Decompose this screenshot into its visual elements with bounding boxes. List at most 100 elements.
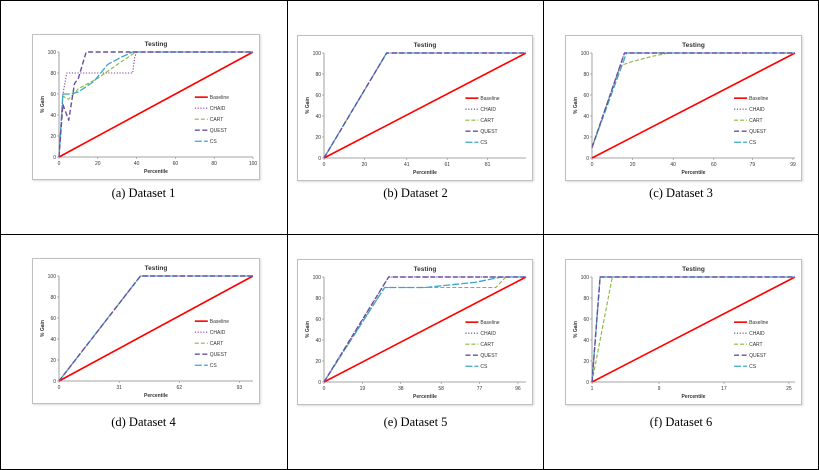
x-tick-label: 96 [515, 386, 521, 392]
legend-label-cs: CS [480, 364, 488, 370]
legend-label-cart: CART [749, 342, 763, 348]
grid-border-left [0, 0, 1, 470]
series-line-cs [58, 275, 253, 382]
x-tick-label: 20 [630, 162, 636, 168]
legend-label-quest: QUEST [480, 129, 497, 135]
caption-dataset-1: (a) Dataset 1 [111, 186, 176, 200]
grid-divider-vertical-2 [543, 0, 544, 470]
x-tick-label: 79 [750, 162, 756, 168]
y-axis-label: % Gain [40, 320, 46, 337]
y-tick-label: 60 [315, 317, 321, 323]
x-tick-label: 93 [237, 385, 243, 391]
legend-label-cart: CART [210, 341, 224, 347]
y-tick-label: 40 [315, 338, 321, 344]
series-line-quest [591, 52, 795, 148]
x-tick-label: 80 [211, 161, 217, 167]
y-tick-label: 100 [48, 274, 57, 280]
series-line-chaid [58, 51, 253, 158]
legend-label-cs: CS [210, 363, 218, 369]
x-tick-label: 0 [323, 162, 326, 168]
y-tick-label: 100 [313, 275, 322, 281]
y-tick-label: 100 [581, 275, 590, 281]
y-tick-label: 60 [583, 317, 589, 323]
chart-frame: Testing 0 20 40 60 80 100 0 31 62 93 Percentile % Ga… [32, 258, 260, 404]
y-tick-label: 60 [50, 316, 56, 322]
y-tick-label: 80 [50, 295, 56, 301]
x-tick-label: 60 [711, 162, 717, 168]
x-tick-label: 0 [58, 161, 61, 167]
x-tick-label: 60 [173, 161, 179, 167]
legend-label-cs: CS [749, 364, 757, 370]
legend-label-cs: CS [749, 140, 757, 146]
y-tick-label: 20 [50, 358, 56, 364]
caption-dataset-2: (b) Dataset 2 [383, 186, 448, 200]
y-tick-label: 100 [48, 50, 57, 56]
legend-label-cart: CART [480, 118, 494, 124]
chart-frame: Testing 0 20 40 60 80 100 0 20 40 60 79 99 Percentile… [565, 35, 802, 181]
y-tick-label: 80 [50, 71, 56, 77]
y-axis-label: % Gain [573, 97, 579, 114]
legend-label-quest: QUEST [749, 353, 766, 359]
x-tick-label: 1 [591, 386, 594, 392]
series-line-quest [323, 276, 526, 383]
y-tick-label: 80 [315, 296, 321, 302]
legend-label-baseline: Baseline [480, 96, 499, 102]
y-tick-label: 80 [315, 72, 321, 78]
y-tick-label: 0 [586, 380, 589, 386]
y-tick-label: 0 [318, 156, 321, 162]
legend-label-chaid: CHAID [749, 331, 765, 337]
legend-label-quest: QUEST [210, 352, 227, 358]
legend-label-cs: CS [480, 140, 488, 146]
legend-label-chaid: CHAID [210, 106, 226, 112]
y-axis-label: % Gain [40, 96, 46, 113]
x-tick-label: 38 [398, 386, 404, 392]
y-tick-label: 20 [583, 135, 589, 141]
x-tick-label: 58 [438, 386, 444, 392]
legend-label-baseline: Baseline [480, 320, 499, 326]
panel-dataset-6: Testing 0 20 40 60 80 100 1 9 17 25 Percentile % Gai… [544, 235, 818, 469]
series-line-baseline [591, 276, 796, 383]
legend-label-baseline: Baseline [749, 320, 768, 326]
legend-label-chaid: CHAID [480, 107, 496, 113]
x-tick-label: 100 [249, 161, 258, 167]
legend-label-cart: CART [210, 117, 224, 123]
panel-dataset-3: Testing 0 20 40 60 80 100 0 20 40 60 79 99 Percentile… [544, 0, 818, 234]
series-line-baseline [58, 51, 254, 158]
y-tick-label: 80 [583, 296, 589, 302]
y-tick-label: 80 [583, 72, 589, 78]
x-tick-label: 20 [362, 162, 368, 168]
x-tick-label: 77 [477, 386, 483, 392]
chart-title: Testing [682, 266, 705, 273]
x-tick-label: 61 [444, 162, 450, 168]
grid-divider-vertical-1 [287, 0, 288, 470]
x-axis-label: Percentile [682, 170, 706, 176]
y-tick-label: 40 [315, 114, 321, 120]
chart-dataset-1: Testing 0 20 40 60 80 100 0 20 40 60 80 100 Percentil… [40, 41, 258, 175]
panel-dataset-1: Testing 0 20 40 60 80 100 0 20 40 60 80 100 Percentil… [0, 0, 287, 234]
chart-dataset-2: Testing 0 20 40 60 80 100 0 20 41 61 81 Percentile % … [305, 42, 527, 176]
caption-dataset-6: (f) Dataset 6 [649, 415, 713, 429]
legend-label-baseline: Baseline [210, 95, 229, 101]
series-line-quest [591, 276, 795, 383]
y-tick-label: 0 [318, 380, 321, 386]
panel-dataset-5: Testing 0 20 40 60 80 100 0 19 38 58 77 96 Percentile… [288, 235, 543, 469]
y-tick-label: 20 [315, 359, 321, 365]
y-tick-label: 0 [53, 379, 56, 385]
chart-frame: Testing 0 20 40 60 80 100 0 19 38 58 77 96 Percentile… [297, 259, 533, 405]
legend-label-cart: CART [480, 342, 494, 348]
y-tick-label: 60 [583, 93, 589, 99]
panel-dataset-4: Testing 0 20 40 60 80 100 0 31 62 93 Percentile % Ga… [0, 235, 287, 469]
chart-title: Testing [414, 266, 437, 273]
chart-frame: Testing 0 20 40 60 80 100 0 20 41 61 81 Percentile % … [297, 35, 533, 181]
x-tick-label: 20 [95, 161, 101, 167]
y-tick-label: 40 [583, 338, 589, 344]
x-tick-label: 62 [176, 385, 182, 391]
x-axis-label: Percentile [682, 394, 706, 400]
chart-frame: Testing 0 20 40 60 80 100 0 20 40 60 80 100 Percentil… [32, 34, 260, 180]
legend-label-quest: QUEST [480, 353, 497, 359]
chart-title: Testing [682, 42, 705, 49]
x-tick-label: 19 [360, 386, 366, 392]
y-tick-label: 20 [583, 359, 589, 365]
x-axis-label: Percentile [144, 393, 168, 399]
